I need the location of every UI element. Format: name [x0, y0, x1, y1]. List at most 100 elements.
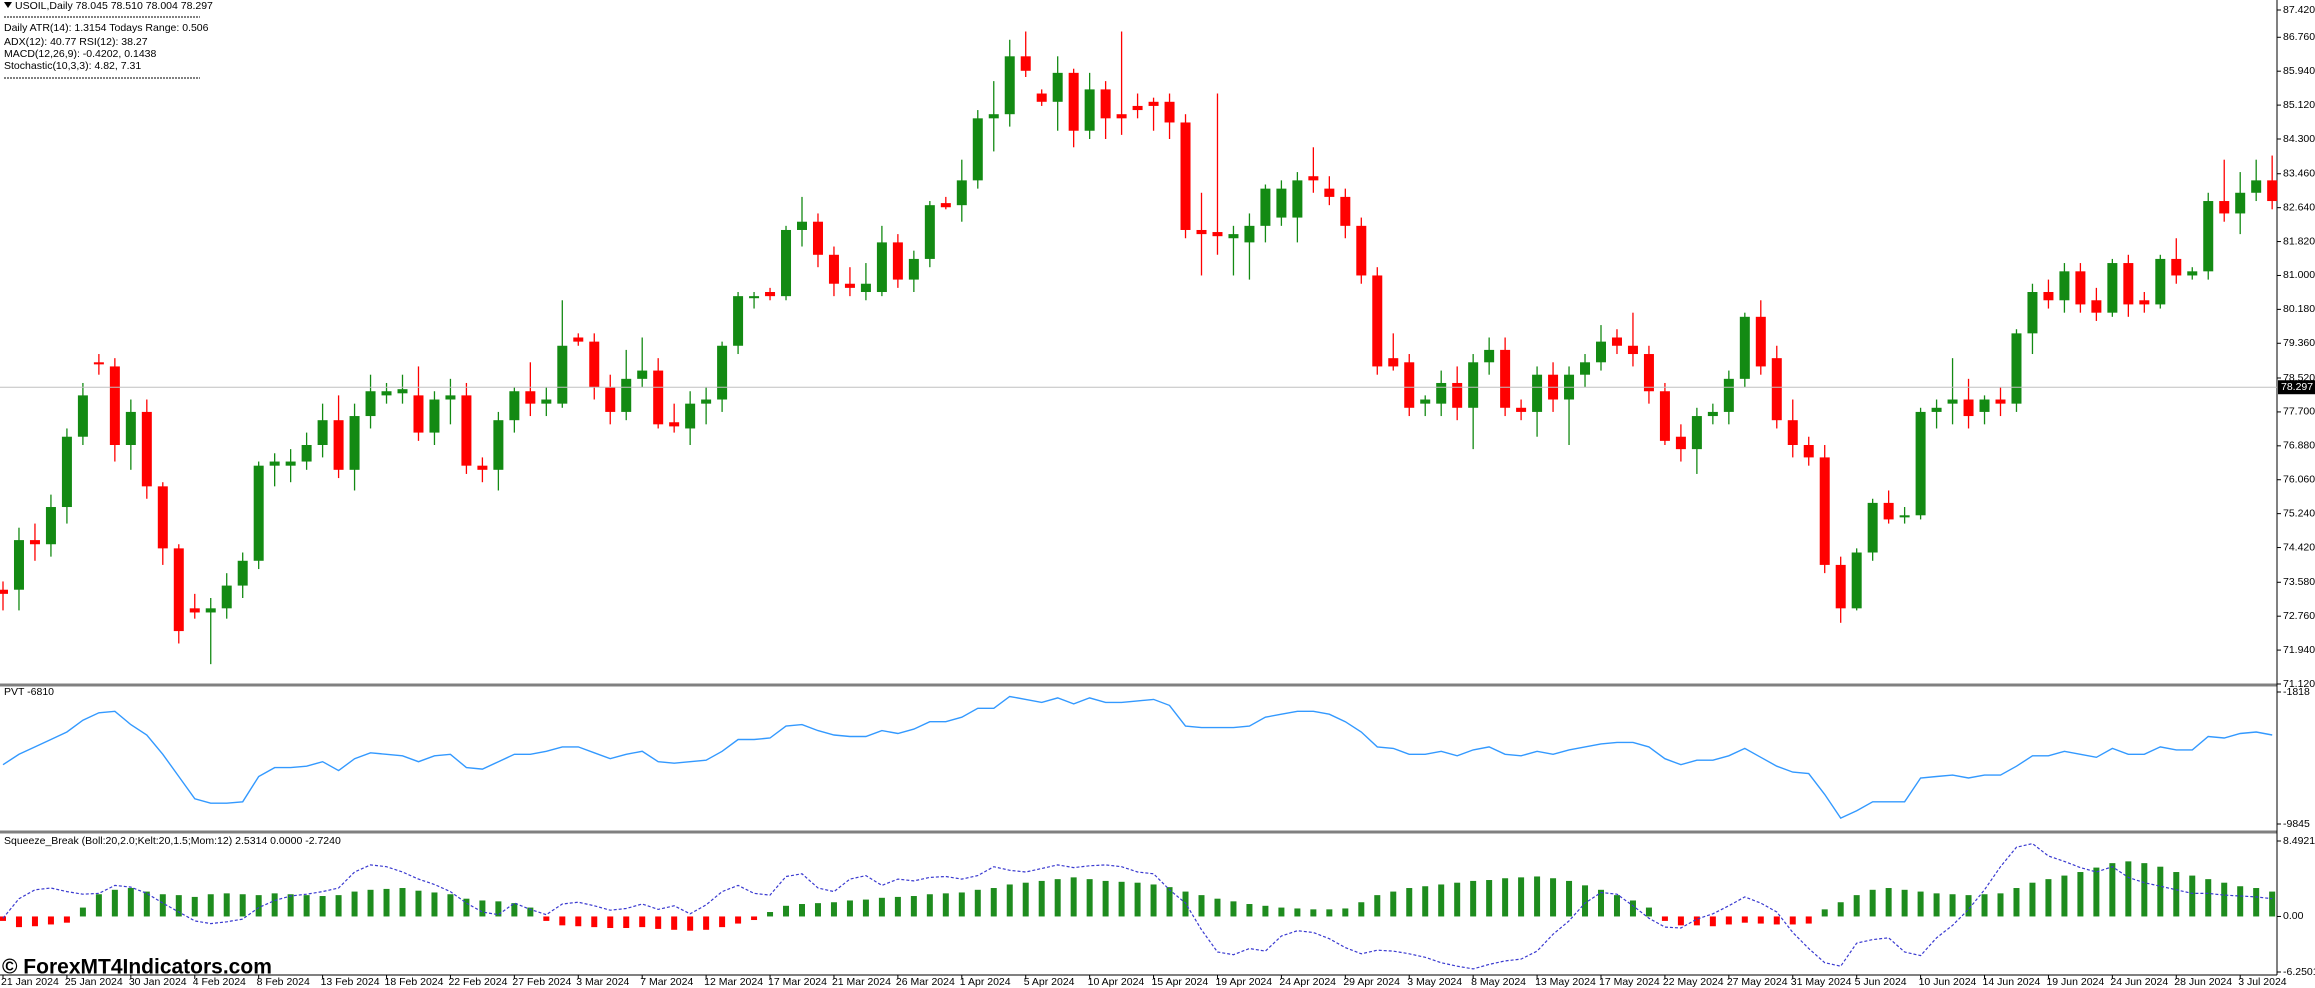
candle-body — [1707, 411, 1718, 417]
histogram-bar — [1949, 894, 1956, 917]
candle-body — [1979, 399, 1990, 412]
candle-body — [1723, 378, 1734, 412]
y-tick-label: 71.120 — [2283, 678, 2315, 690]
histogram-bar — [1917, 891, 1924, 917]
histogram-bar — [894, 896, 901, 917]
candle-body — [717, 345, 728, 400]
y-tick-label: 0.00 — [2283, 910, 2304, 922]
candle-body — [940, 203, 951, 208]
histogram-bar — [1246, 904, 1253, 917]
candle-body — [429, 399, 440, 433]
candle-body — [1532, 374, 1543, 412]
histogram-bar — [223, 893, 230, 917]
pvt-line — [2, 695, 2273, 819]
histogram-bar — [303, 895, 310, 917]
histogram-bar — [1374, 895, 1381, 917]
histogram-bar — [2221, 882, 2228, 917]
candle-body — [1036, 93, 1047, 102]
info-line: Daily ATR(14): 1.3154 Todays Range: 0.50… — [4, 22, 209, 34]
pane-title: PVT -6810 — [4, 686, 54, 698]
candle-body — [972, 118, 983, 181]
candle-body — [2059, 271, 2070, 301]
y-tick-label: 84.300 — [2283, 133, 2315, 145]
candle-body — [525, 391, 536, 404]
histogram-bar — [990, 888, 997, 917]
histogram-bar — [95, 894, 102, 917]
histogram-bar — [1406, 888, 1413, 917]
candle-body — [892, 242, 903, 280]
candle-body — [1627, 345, 1638, 355]
histogram-bar — [2157, 866, 2164, 917]
candle-body — [45, 507, 56, 545]
histogram-bar — [846, 900, 853, 917]
histogram-bar — [319, 896, 326, 917]
histogram-bar — [655, 916, 662, 929]
candle-body — [1468, 362, 1479, 408]
candle-body — [908, 258, 919, 280]
histogram-bar — [974, 889, 981, 917]
histogram-bar — [479, 900, 486, 917]
candle-body — [1100, 89, 1111, 119]
candle-body — [1643, 354, 1654, 392]
candle-body — [301, 444, 312, 462]
histogram-bar — [1789, 916, 1796, 925]
histogram-bar — [2061, 875, 2068, 917]
candle-body — [1404, 362, 1415, 408]
histogram-bar — [63, 916, 70, 923]
candle-body — [445, 395, 456, 400]
histogram-bar — [47, 916, 54, 925]
histogram-bar — [767, 912, 774, 917]
candle-body — [1372, 275, 1383, 367]
histogram-bar — [1981, 894, 1988, 917]
x-tick-label: 1 Apr 2024 — [960, 976, 1011, 988]
candle-body — [477, 465, 488, 470]
candle-body — [1580, 362, 1591, 375]
candle-body — [1915, 411, 1926, 516]
x-tick-label: 12 Mar 2024 — [704, 976, 763, 988]
histogram-bar — [1198, 895, 1205, 917]
histogram-bar — [1677, 916, 1684, 926]
info-line: Stochastic(10,3,3): 4.82, 7.31 — [4, 60, 141, 72]
histogram-bar — [287, 894, 294, 917]
candle-body — [2011, 333, 2022, 404]
histogram-bar — [2237, 886, 2244, 917]
candle-body — [1659, 391, 1670, 441]
candle-body — [2075, 271, 2086, 305]
y-tick-label: 82.640 — [2283, 201, 2315, 213]
histogram-bar — [1709, 916, 1716, 927]
histogram-bar — [575, 916, 582, 927]
info-line: MACD(12,26,9): -0.4202, 0.1438 — [4, 48, 156, 60]
watermark: © ForexMT4Indicators.com — [2, 956, 272, 979]
histogram-bar — [2269, 891, 2276, 917]
histogram-bar — [335, 895, 342, 917]
histogram-bar — [671, 916, 678, 930]
histogram-bar — [1550, 878, 1557, 917]
histogram-bar — [271, 893, 278, 917]
candle-body — [1739, 316, 1750, 379]
candle-body — [2155, 258, 2166, 305]
histogram-bar — [1038, 880, 1045, 917]
histogram-bar — [2173, 872, 2180, 917]
histogram-bar — [2093, 867, 2100, 917]
histogram-bar — [1933, 893, 1940, 917]
histogram-bar — [543, 916, 550, 921]
histogram-bar — [1837, 902, 1844, 917]
histogram-bar — [1150, 884, 1157, 917]
x-tick-label: 21 Mar 2024 — [832, 976, 891, 988]
histogram-bar — [2125, 861, 2132, 917]
y-tick-label: 79.360 — [2283, 337, 2315, 349]
histogram-bar — [1134, 882, 1141, 917]
candle-body — [317, 420, 328, 445]
y-tick-label: 77.700 — [2283, 406, 2315, 418]
candle-body — [828, 254, 839, 284]
current-price-box — [2278, 380, 2315, 395]
candle-body — [1803, 444, 1814, 458]
histogram-bar — [1294, 908, 1301, 917]
candle-body — [2219, 201, 2230, 214]
histogram-bar — [527, 907, 534, 917]
y-tick-label: 74.420 — [2283, 541, 2315, 553]
candle-body — [1516, 407, 1527, 412]
candle-body — [61, 436, 72, 508]
